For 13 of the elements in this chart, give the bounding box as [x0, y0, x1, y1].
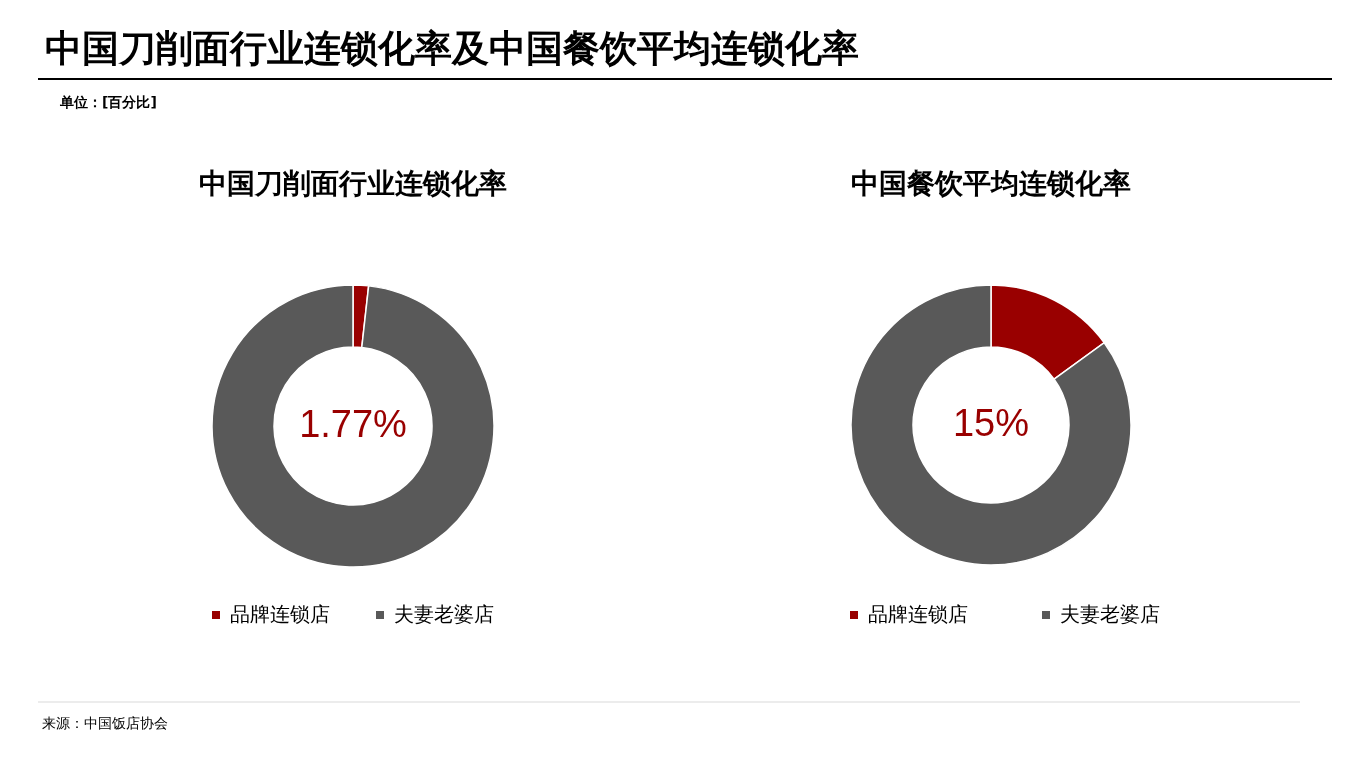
legend-label: 品牌连锁店 [868, 602, 968, 626]
chart-title: 中国餐饮平均连锁化率 [851, 167, 1131, 200]
text: 单位：[百分比] [59, 94, 157, 110]
data-label: 1.77% [299, 403, 407, 445]
source-note: 来源：中国饭店协会 [42, 715, 168, 731]
chart-title: 中国刀削面行业连锁化率 [199, 167, 507, 200]
data-label: 15% [952, 402, 1030, 444]
legend-label: 品牌连锁店 [230, 602, 330, 626]
legend-label: 夫妻老婆店 [394, 602, 494, 626]
text: 中国刀削面行业连锁化率及中国餐饮平均连锁化率 [45, 27, 859, 70]
donut-slice [850, 284, 1132, 566]
donut-slice [211, 284, 495, 568]
legend-label: 夫妻老婆店 [1060, 602, 1160, 626]
